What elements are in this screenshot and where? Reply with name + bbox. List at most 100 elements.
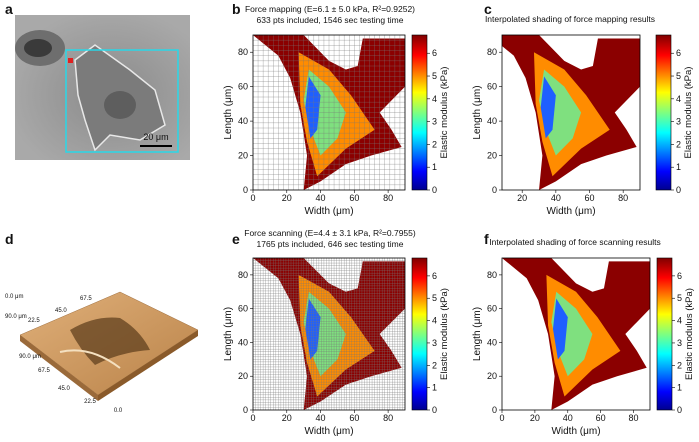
- afm-axis-label: 67.5: [80, 296, 92, 302]
- afm-axis-label: 90.0 μm: [19, 354, 41, 360]
- heatmap: [253, 35, 405, 190]
- plot-frame: [252, 257, 406, 411]
- colorbar-tick-label: 5: [432, 293, 437, 303]
- colorbar-tick-label: 2: [677, 360, 682, 370]
- y-tick-label: 0: [492, 185, 497, 195]
- colorbar-label: Elastic modulus (kPa): [683, 67, 694, 159]
- afm-axis-label: 22.5: [84, 399, 96, 405]
- x-tick-label: 0: [250, 413, 255, 423]
- x-tick-label: 80: [629, 413, 639, 423]
- panel-title: Force mapping (E=6.1 ± 5.0 kPa, R²=0.925…: [245, 4, 415, 14]
- colorbar-tick-label: 5: [676, 71, 681, 81]
- x-tick-label: 40: [563, 413, 573, 423]
- y-tick-label: 40: [238, 116, 248, 126]
- colorbar-tick-label: 5: [677, 293, 682, 303]
- x-tick-label: 40: [551, 193, 561, 203]
- colorbar-tick-label: 3: [432, 117, 437, 127]
- x-tick-label: 0: [250, 193, 255, 203]
- panel-letter: d: [5, 231, 14, 247]
- colorbar-tick-label: 3: [676, 117, 681, 127]
- colorbar-tick-label: 3: [432, 338, 437, 348]
- x-tick-label: 20: [282, 193, 292, 203]
- y-tick-label: 60: [238, 304, 248, 314]
- y-tick-label: 80: [487, 47, 497, 57]
- panel-letter: a: [5, 1, 13, 17]
- colorbar-tick-label: 2: [432, 360, 437, 370]
- colorbar-label: Elastic modulus (kPa): [684, 288, 695, 380]
- colorbar-tick-label: 6: [432, 271, 437, 281]
- colorbar-tick-label: 0: [677, 405, 682, 415]
- x-axis-label: Width (μm): [304, 206, 353, 217]
- y-tick-label: 0: [243, 405, 248, 415]
- afm-axis-label: 90.0 μm: [5, 314, 27, 320]
- afm-axis-label: 45.0: [58, 386, 70, 392]
- afm-axis-label: 0.0: [114, 408, 123, 414]
- scale-bar-label: 20 μm: [143, 132, 168, 142]
- colorbar-label: Elastic modulus (kPa): [439, 67, 450, 159]
- panel-subtitle: 1765 pts included, 646 sec testing time: [257, 239, 404, 249]
- heatmap: [502, 258, 650, 410]
- y-tick-label: 40: [487, 116, 497, 126]
- plot-frame: [252, 34, 406, 191]
- afm-surface: [19, 291, 199, 401]
- colorbar-tick-label: 4: [677, 316, 682, 326]
- x-tick-label: 20: [517, 193, 527, 203]
- y-tick-label: 20: [238, 151, 248, 161]
- x-tick-label: 60: [585, 193, 595, 203]
- x-tick-label: 60: [349, 413, 359, 423]
- colorbar-tick-label: 6: [432, 48, 437, 58]
- y-tick-label: 20: [487, 371, 497, 381]
- panel-letter: e: [232, 231, 240, 247]
- softest-region: [540, 76, 556, 139]
- colorbar-tick-label: 6: [676, 48, 681, 58]
- colorbar-tick-label: 1: [432, 383, 437, 393]
- colorbar-tick-label: 5: [432, 71, 437, 81]
- y-tick-label: 20: [487, 151, 497, 161]
- afm-axis-label: 22.5: [28, 318, 40, 324]
- x-axis-label: Width (μm): [551, 426, 600, 437]
- x-axis-label: Width (μm): [304, 426, 353, 437]
- afm-axis-label: 45.0: [55, 308, 67, 314]
- colorbar-tick-label: 4: [432, 316, 437, 326]
- y-tick-label: 20: [238, 371, 248, 381]
- x-tick-label: 40: [316, 413, 326, 423]
- y-tick-label: 60: [487, 304, 497, 314]
- colorbar-tick-label: 0: [432, 405, 437, 415]
- colorbar: [411, 34, 428, 191]
- colorbar-tick-label: 4: [432, 94, 437, 104]
- panel-title: Interpolated shading of force scanning r…: [489, 237, 661, 247]
- colorbar-tick-label: 3: [677, 338, 682, 348]
- colorbar-label: Elastic modulus (kPa): [439, 288, 450, 380]
- micrograph: [15, 15, 190, 160]
- heatmap: [502, 35, 640, 190]
- y-axis-label: Length (μm): [472, 85, 483, 139]
- y-tick-label: 40: [487, 337, 497, 347]
- y-tick-label: 60: [238, 82, 248, 92]
- afm-axis-label: 67.5: [38, 368, 50, 374]
- x-tick-label: 0: [499, 413, 504, 423]
- y-tick-label: 60: [487, 82, 497, 92]
- y-tick-label: 80: [238, 47, 248, 57]
- panel-title: Force scanning (E=4.4 ± 3.1 kPa, R²=0.79…: [244, 228, 416, 238]
- y-axis-label: Length (μm): [223, 307, 234, 361]
- colorbar: [411, 257, 428, 411]
- y-tick-label: 0: [492, 405, 497, 415]
- panel-letter: f: [484, 231, 489, 247]
- plot-frame: [501, 257, 651, 411]
- colorbar: [656, 257, 673, 411]
- colorbar-tick-label: 0: [432, 185, 437, 195]
- colorbar-tick-label: 2: [676, 139, 681, 149]
- panel-letter: c: [484, 1, 492, 17]
- softest-region: [552, 298, 568, 360]
- y-tick-label: 80: [238, 270, 248, 280]
- colorbar-tick-label: 1: [676, 162, 681, 172]
- colorbar-tick-label: 4: [676, 94, 681, 104]
- x-tick-label: 80: [618, 193, 628, 203]
- colorbar: [655, 34, 672, 191]
- y-axis-label: Length (μm): [472, 307, 483, 361]
- x-tick-label: 80: [383, 193, 393, 203]
- colorbar-tick-label: 1: [432, 162, 437, 172]
- y-axis-label: Length (μm): [223, 85, 234, 139]
- x-tick-label: 80: [383, 413, 393, 423]
